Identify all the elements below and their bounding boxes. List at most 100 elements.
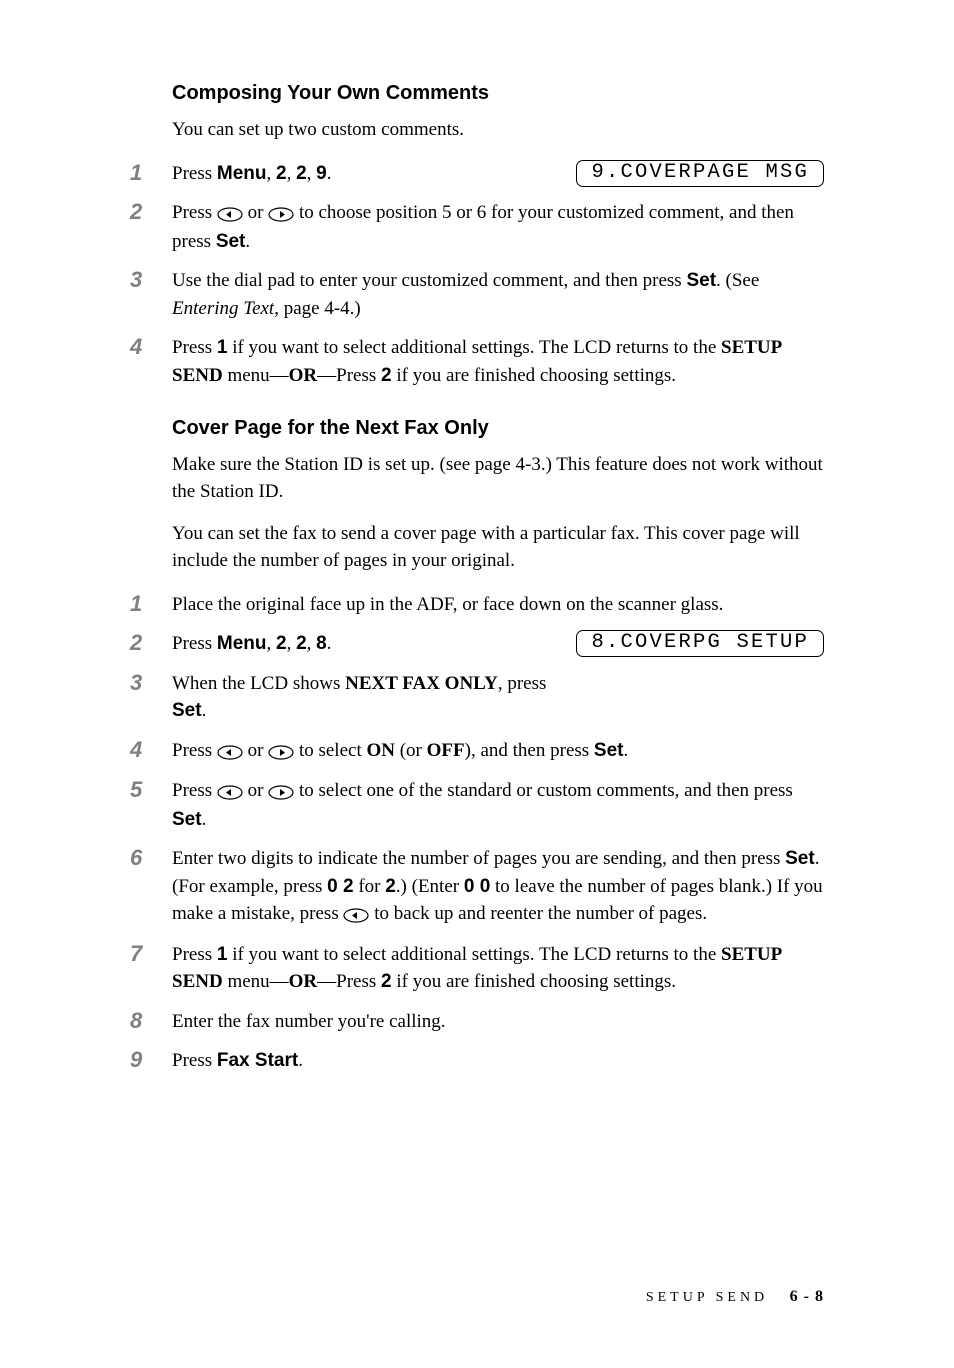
key-set: Set (686, 270, 716, 291)
step-text: Press or to select one of the standard o… (172, 777, 824, 833)
text: . (202, 700, 207, 721)
step-text: Place the original face up in the ADF, o… (172, 591, 824, 619)
text: for (354, 876, 386, 897)
step-number: 4 (130, 737, 172, 763)
text: to select one of the standard or custom … (294, 780, 793, 801)
text: . (298, 1050, 303, 1071)
lcd-display: 8.COVERPG SETUP (576, 630, 824, 657)
text: menu— (223, 365, 289, 386)
arrow-right-icon (268, 200, 294, 228)
section-composing: Composing Your Own Comments You can set … (130, 82, 824, 389)
step-5: 5 Press or to select one of the standard… (130, 777, 824, 833)
footer-page-number: 6 - 8 (790, 1288, 824, 1305)
step-4: 4 Press or to select ON (or OFF), and th… (130, 737, 824, 765)
step-text: Press Fax Start. (172, 1047, 824, 1075)
arrow-left-icon (217, 200, 243, 228)
text: or (243, 740, 268, 761)
footer-section: SETUP SEND (646, 1290, 768, 1305)
text: —Press (317, 365, 381, 386)
text: —Press (317, 971, 381, 992)
option-off: OFF (427, 740, 465, 761)
key: 0 2 (327, 876, 353, 897)
step-6: 6 Enter two digits to indicate the numbe… (130, 845, 824, 929)
text: Press (172, 337, 217, 358)
text: Press (172, 1050, 217, 1071)
step-4: 4 Press 1 if you want to select addition… (130, 334, 824, 389)
key-faxstart: Fax Start (217, 1050, 298, 1071)
key: 1 (217, 337, 228, 358)
key: 2 (381, 971, 392, 992)
step-1: 1 Press Menu, 2, 2, 9. 9.COVERPAGE MSG (130, 160, 824, 188)
option-on: ON (366, 740, 395, 761)
text: , (287, 163, 297, 184)
step-number: 9 (130, 1047, 172, 1073)
text: if you want to select additional setting… (227, 944, 721, 965)
step-number: 3 (130, 670, 172, 696)
text: When the LCD shows (172, 673, 345, 694)
step-8: 8 Enter the fax number you're calling. (130, 1008, 824, 1036)
text: Press (172, 163, 217, 184)
step-number: 3 (130, 267, 172, 293)
text: if you are finished choosing settings. (392, 365, 676, 386)
text: ), and then press (465, 740, 594, 761)
text: . (245, 231, 250, 252)
text: Press (172, 780, 217, 801)
key: 8 (316, 633, 327, 654)
key: 2 (276, 633, 287, 654)
step-text: Press 1 if you want to select additional… (172, 334, 824, 389)
text: (or (395, 740, 427, 761)
text: Enter two digits to indicate the number … (172, 848, 785, 869)
key-set: Set (785, 848, 815, 869)
text: . (202, 809, 207, 830)
step-1: 1 Place the original face up in the ADF,… (130, 591, 824, 619)
text: , (266, 633, 276, 654)
text: or (243, 202, 268, 223)
text: Press (172, 740, 217, 761)
text: Use the dial pad to enter your customize… (172, 270, 686, 291)
text: or (243, 780, 268, 801)
text: if you are finished choosing settings. (392, 971, 676, 992)
step-number: 4 (130, 334, 172, 360)
key: 2 (296, 163, 307, 184)
section-coverpage: Cover Page for the Next Fax Only Make su… (130, 417, 824, 1075)
key: 2 (276, 163, 287, 184)
step-number: 5 (130, 777, 172, 803)
intro-coverpage-1: Make sure the Station ID is set up. (see… (172, 452, 824, 505)
text: Press (172, 633, 217, 654)
arrow-right-icon (268, 778, 294, 806)
key: 2 (381, 365, 392, 386)
step-text: Enter the fax number you're calling. (172, 1008, 824, 1036)
heading-composing: Composing Your Own Comments (172, 82, 824, 105)
step-text: Enter two digits to indicate the number … (172, 845, 824, 929)
step-number: 6 (130, 845, 172, 871)
step-text: Use the dial pad to enter your customize… (172, 267, 824, 322)
key-set: Set (594, 740, 624, 761)
key: 9 (316, 163, 327, 184)
text: menu— (223, 971, 289, 992)
text: . (See (716, 270, 759, 291)
text: , (266, 163, 276, 184)
page-footer: SETUP SEND 6 - 8 (646, 1288, 824, 1306)
text: to back up and reenter the number of pag… (369, 903, 707, 924)
lcd-text: 8.COVERPG SETUP (576, 630, 824, 657)
key: 0 0 (464, 876, 490, 897)
arrow-left-icon (217, 738, 243, 766)
step-text: Press or to select ON (or OFF), and then… (172, 737, 824, 765)
key-menu: Menu (217, 633, 267, 654)
arrow-right-icon (268, 738, 294, 766)
intro-composing: You can set up two custom comments. (172, 117, 824, 144)
step-2: 2 Press Menu, 2, 2, 8. 8.COVERPG SETUP (130, 630, 824, 658)
text: . (327, 163, 332, 184)
text: , (287, 633, 297, 654)
step-text: Press or to choose position 5 or 6 for y… (172, 199, 824, 255)
key: 2 (296, 633, 307, 654)
step-3: 3 Use the dial pad to enter your customi… (130, 267, 824, 322)
key: 2 (385, 876, 396, 897)
key-set: Set (172, 700, 202, 721)
key-set: Set (216, 231, 246, 252)
text: .) (Enter (396, 876, 464, 897)
text: , (307, 633, 317, 654)
or-text: OR (289, 971, 318, 992)
text: Press (172, 202, 217, 223)
step-text: Press Menu, 2, 2, 9. (172, 160, 552, 188)
